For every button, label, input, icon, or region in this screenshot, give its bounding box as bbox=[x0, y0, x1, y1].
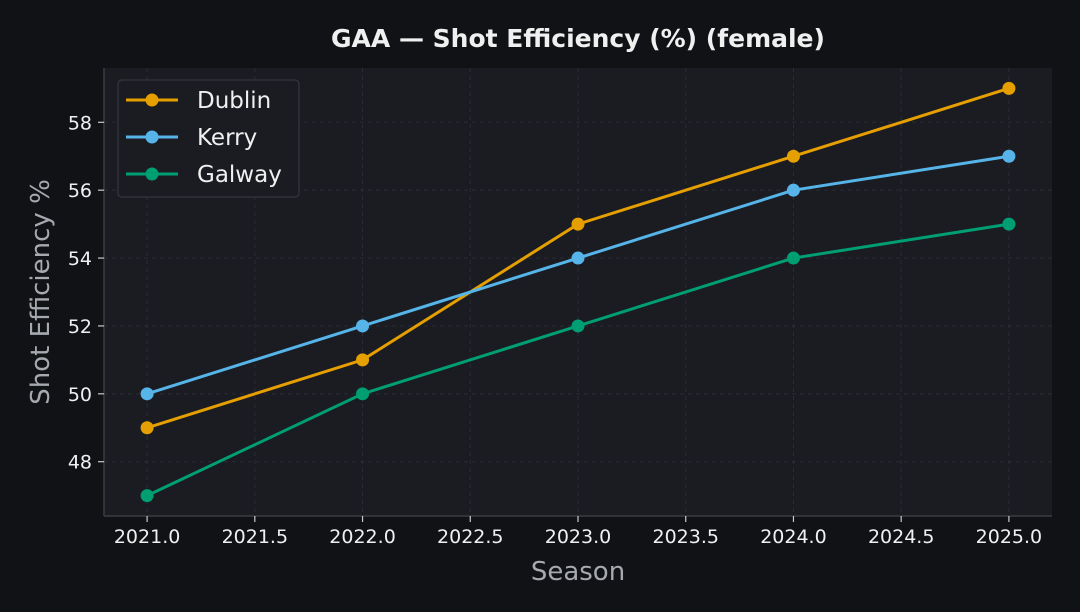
y-axis-label: Shot Efficiency % bbox=[26, 179, 56, 405]
y-tick-label: 52 bbox=[68, 316, 92, 338]
data-point-galway bbox=[571, 319, 585, 333]
x-tick-label: 2021.5 bbox=[222, 526, 288, 548]
legend-label: Kerry bbox=[197, 125, 257, 151]
y-tick-label: 56 bbox=[68, 180, 92, 202]
x-tick-label: 2021.0 bbox=[114, 526, 180, 548]
data-point-galway bbox=[786, 251, 800, 265]
axes: 2021.0 2021.5 2022.0 2022.5 2023.0 2023.5 2024… bbox=[68, 68, 1052, 548]
data-point-dublin bbox=[1002, 81, 1016, 95]
data-point-kerry bbox=[140, 387, 154, 401]
legend-label: Galway bbox=[197, 162, 282, 188]
legend-swatch-marker bbox=[145, 130, 159, 144]
x-tick-label: 2022.0 bbox=[329, 526, 395, 548]
data-point-kerry bbox=[356, 319, 370, 333]
x-tick-label: 2023.5 bbox=[652, 526, 718, 548]
data-point-dublin bbox=[786, 149, 800, 163]
y-tick-label: 54 bbox=[68, 248, 92, 270]
chart-title: GAA — Shot Efficiency (%) (female) bbox=[331, 24, 825, 53]
data-point-galway bbox=[356, 387, 370, 401]
x-tick-label: 2024.5 bbox=[868, 526, 934, 548]
legend-label: Dublin bbox=[197, 88, 271, 114]
data-point-dublin bbox=[356, 353, 370, 367]
data-point-kerry bbox=[571, 251, 585, 265]
y-tick-label: 50 bbox=[68, 384, 92, 406]
x-tick-label: 2025.0 bbox=[976, 526, 1042, 548]
data-point-dublin bbox=[571, 217, 585, 231]
data-point-dublin bbox=[140, 421, 154, 435]
x-tick-label: 2024.0 bbox=[760, 526, 826, 548]
series-layer bbox=[140, 81, 1016, 503]
data-point-galway bbox=[1002, 217, 1016, 231]
legend: Dublin Kerry Galway bbox=[117, 79, 300, 198]
data-point-kerry bbox=[786, 183, 800, 197]
x-tick-label: 2022.5 bbox=[437, 526, 503, 548]
x-tick-label: 2023.0 bbox=[545, 526, 611, 548]
legend-swatch-marker bbox=[145, 167, 159, 181]
legend-box bbox=[117, 79, 300, 198]
data-point-galway bbox=[140, 489, 154, 503]
data-point-kerry bbox=[1002, 149, 1016, 163]
x-axis-label: Season bbox=[531, 557, 625, 587]
y-tick-label: 48 bbox=[68, 452, 92, 474]
legend-swatch-marker bbox=[145, 93, 159, 107]
y-tick-label: 58 bbox=[68, 112, 92, 134]
